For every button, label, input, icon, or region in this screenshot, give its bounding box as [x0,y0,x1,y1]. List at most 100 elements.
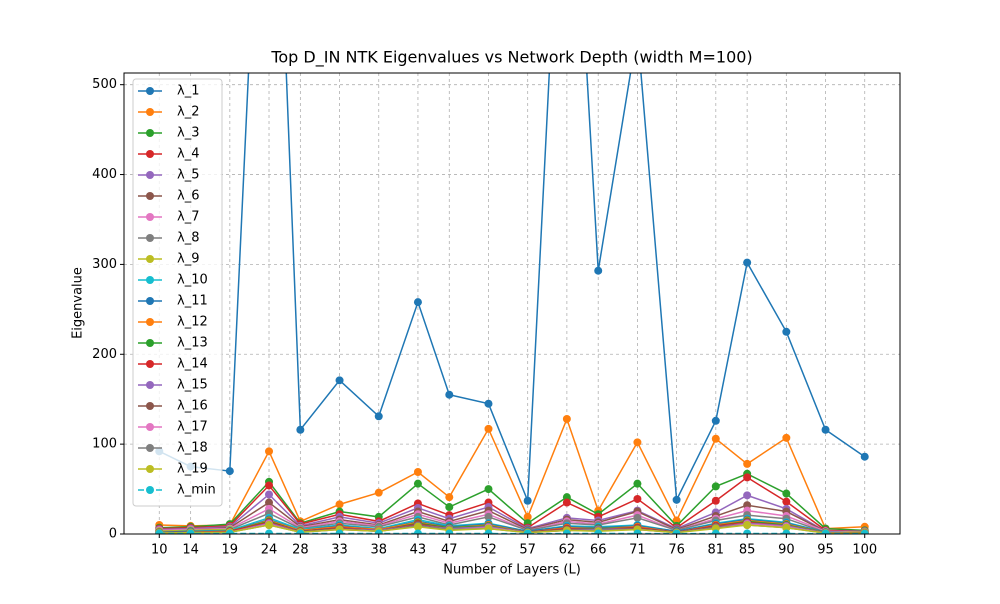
data-point [782,498,790,506]
chart-title: Top D_IN NTK Eigenvalues vs Network Dept… [270,48,752,68]
data-point [265,521,273,529]
y-tick-label: 300 [92,257,117,272]
legend-marker [146,87,154,95]
legend-marker [146,486,154,494]
legend-label: λ_4 [177,147,199,162]
data-point [484,425,492,433]
data-point [782,328,790,336]
data-point [336,500,344,508]
data-point [414,480,422,488]
data-point [673,496,681,504]
legend-label: λ_19 [177,462,208,477]
legend-marker [146,129,154,137]
legend-label: λ_15 [177,378,208,393]
legend-label: λ_8 [177,231,199,246]
data-point [445,503,453,511]
x-tick-label: 76 [668,543,685,558]
x-tick-label: 81 [708,543,725,558]
legend-marker [146,171,154,179]
legend-label: λ_17 [177,420,208,435]
legend-label: λ_12 [177,315,208,330]
data-point [414,468,422,476]
legend-label: λ_10 [177,273,208,288]
data-point [633,495,641,503]
y-axis-label: Eigenvalue [71,267,86,339]
data-point [743,473,751,481]
legend-marker [146,108,154,116]
x-tick-label: 19 [222,543,239,558]
data-point [861,453,869,461]
x-tick-label: 43 [410,543,427,558]
legend-marker [146,360,154,368]
legend-label: λ_min [177,483,216,498]
legend-label: λ_5 [177,168,199,183]
legend-marker [146,465,154,473]
x-axis-label: Number of Layers (L) [443,563,581,578]
y-tick-label: 500 [92,77,117,92]
legend-marker [146,276,154,284]
legend-marker [146,423,154,431]
x-tick-label: 14 [182,543,199,558]
x-tick-label: 47 [441,543,458,558]
data-point [743,521,751,529]
data-point [563,415,571,423]
data-point [743,259,751,267]
data-point [296,426,304,434]
x-tick-label: 71 [629,543,646,558]
x-tick-label: 38 [370,543,387,558]
x-tick-label: 10 [151,543,168,558]
data-point [712,435,720,443]
data-point [524,497,532,505]
x-tick-label: 62 [559,543,576,558]
legend-marker [146,297,154,305]
legend-label: λ_13 [177,336,208,351]
x-tick-label: 24 [261,543,278,558]
x-tick-label: 95 [817,543,834,558]
legend-label: λ_11 [177,294,208,309]
legend-marker [146,381,154,389]
data-point [712,417,720,425]
legend-label: λ_6 [177,189,199,204]
data-point [484,400,492,408]
data-point [265,481,273,489]
data-point [782,434,790,442]
legend-label: λ_7 [177,210,199,225]
legend-marker [146,150,154,158]
legend-marker [146,444,154,452]
legend-label: λ_9 [177,252,199,267]
y-tick-label: 400 [92,167,117,182]
data-point [633,480,641,488]
legend-label: λ_2 [177,105,199,120]
legend-marker [146,255,154,263]
data-point [265,447,273,455]
data-point [743,460,751,468]
legend-marker [146,339,154,347]
data-point [782,490,790,498]
legend-marker [146,234,154,242]
legend-marker [146,192,154,200]
x-tick-label: 28 [292,543,309,558]
legend-marker [146,402,154,410]
x-tick-label: 66 [590,543,607,558]
data-point [226,467,234,475]
y-tick-label: 100 [92,437,117,452]
data-point [633,438,641,446]
data-point [594,267,602,275]
x-tick-label: 90 [778,543,795,558]
legend-marker [146,213,154,221]
y-tick-label: 0 [109,527,117,542]
data-point [445,493,453,501]
data-point [375,412,383,420]
legend-label: λ_3 [177,126,199,141]
legend-marker [146,318,154,326]
data-point [445,391,453,399]
legend: λ_1λ_2λ_3λ_4λ_5λ_6λ_7λ_8λ_9λ_10λ_11λ_12λ… [133,79,222,506]
legend-label: λ_16 [177,399,208,414]
y-tick-label: 200 [92,347,117,362]
data-point [414,298,422,306]
legend-label: λ_14 [177,357,208,372]
data-point [336,376,344,384]
data-point [743,491,751,499]
data-point [712,482,720,490]
